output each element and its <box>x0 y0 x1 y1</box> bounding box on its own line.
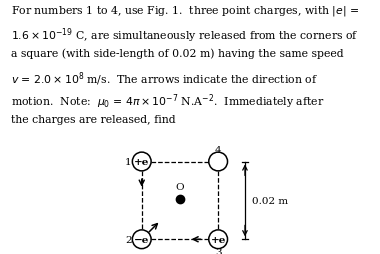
Text: motion.  Note:  $\mu_0$ = $4\pi \times 10^{-7}$ N.A$^{-2}$.  Immediately after: motion. Note: $\mu_0$ = $4\pi \times 10^… <box>11 92 324 111</box>
Text: For numbers 1 to 4, use Fig. 1.  three point charges, with $|e|$ =: For numbers 1 to 4, use Fig. 1. three po… <box>11 4 359 18</box>
Circle shape <box>209 230 228 249</box>
Text: $1.6 \times 10^{-19}$ C, are simultaneously released from the corners of: $1.6 \times 10^{-19}$ C, are simultaneou… <box>11 26 358 45</box>
Circle shape <box>209 152 228 171</box>
Text: 3: 3 <box>215 247 222 254</box>
Text: $v$ = $2.0 \times 10^{8}$ m/s.  The arrows indicate the direction of: $v$ = $2.0 \times 10^{8}$ m/s. The arrow… <box>11 70 317 88</box>
Text: a square (with side-length of 0.02 m) having the same speed: a square (with side-length of 0.02 m) ha… <box>11 48 343 59</box>
Text: 0.02 m: 0.02 m <box>252 196 288 205</box>
Text: +e: +e <box>211 235 226 244</box>
Text: O: O <box>176 183 184 192</box>
Circle shape <box>132 230 151 249</box>
Text: 2: 2 <box>125 235 131 244</box>
Text: 4: 4 <box>215 145 222 154</box>
Text: 1: 1 <box>125 157 131 166</box>
Text: +e: +e <box>134 157 149 166</box>
Text: −e: −e <box>134 235 149 244</box>
Text: the charges are released, find: the charges are released, find <box>11 115 175 124</box>
Circle shape <box>132 152 151 171</box>
